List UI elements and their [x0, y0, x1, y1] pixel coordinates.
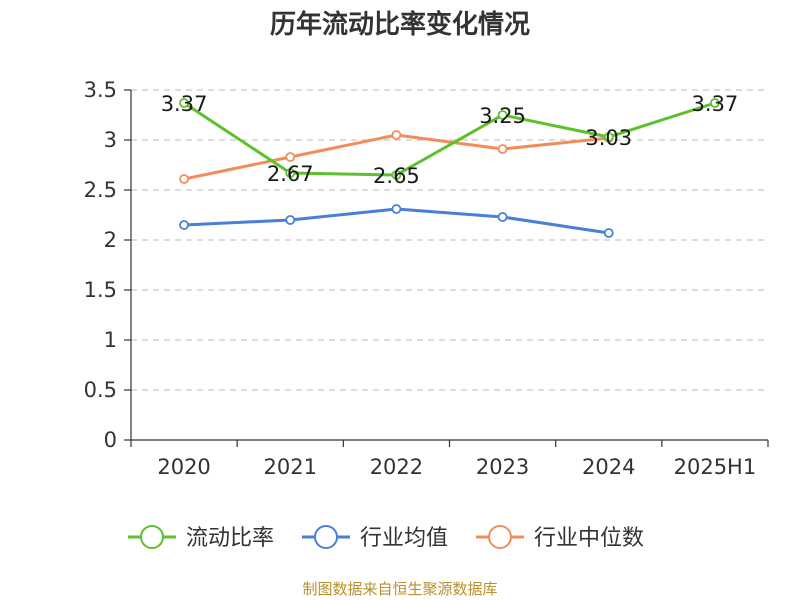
x-tick-label: 2025H1 — [674, 455, 757, 479]
data-point — [391, 170, 402, 180]
y-tick-label: 0.5 — [84, 378, 117, 402]
legend-item: 流动比率 — [128, 525, 274, 551]
data-label: 3.37 — [161, 92, 208, 116]
data-point — [285, 152, 296, 162]
data-point — [497, 110, 508, 120]
chart-title: 历年流动比率变化情况 — [269, 10, 530, 40]
data-point — [497, 212, 508, 222]
y-tick-label: 3.5 — [84, 78, 117, 102]
legend-item: 行业均值 — [302, 525, 448, 551]
data-label: 3.03 — [585, 126, 632, 150]
data-point — [710, 98, 720, 108]
data-label: 3.37 — [692, 92, 739, 116]
data-point — [179, 174, 189, 184]
legend-label: 流动比率 — [186, 526, 274, 551]
data-point — [179, 220, 189, 230]
data-label: 3.25 — [479, 104, 526, 128]
data-point — [391, 204, 402, 214]
legend-label: 行业中位数 — [534, 526, 644, 551]
x-tick-label: 2021 — [264, 455, 317, 479]
legend-label: 行业均值 — [360, 526, 448, 551]
data-point — [391, 130, 402, 140]
legend-item: 行业中位数 — [476, 525, 644, 551]
x-tick-label: 2024 — [582, 455, 635, 479]
y-tick-label: 2 — [104, 228, 117, 252]
data-labels: 3.37 2.67 2.65 3.25 3.03 3.37 — [161, 92, 739, 188]
data-point — [603, 132, 614, 142]
series-lines — [179, 98, 720, 238]
legend-marker — [140, 525, 164, 549]
data-label: 2.65 — [373, 164, 420, 188]
data-point — [497, 144, 508, 154]
data-label: 2.67 — [267, 162, 314, 186]
data-point — [603, 228, 614, 238]
y-tick-label: 1.5 — [84, 278, 117, 302]
legend: 流动比率 行业均值 行业中位数 — [128, 525, 644, 551]
data-point — [285, 215, 296, 225]
legend-marker — [314, 525, 338, 549]
data-point — [285, 168, 296, 178]
y-tick-label: 1 — [104, 328, 117, 352]
grid-lines — [131, 89, 768, 391]
y-tick-label: 3 — [104, 128, 117, 152]
data-point — [179, 98, 189, 108]
y-tick-label: 2.5 — [84, 178, 117, 202]
y-tick-label: 0 — [104, 428, 117, 452]
legend-marker — [488, 525, 512, 549]
x-tick-label: 2023 — [476, 455, 529, 479]
axes: 0 0.5 1 1.5 2 2.5 3 3.5 2020 2021 2022 2023 2024 2025… — [84, 78, 769, 479]
series-line — [183, 101, 716, 177]
x-tick-label: 2022 — [370, 455, 423, 479]
source-note: 制图数据来自恒生聚源数据库 — [302, 580, 498, 598]
x-tick-label: 2020 — [157, 455, 210, 479]
